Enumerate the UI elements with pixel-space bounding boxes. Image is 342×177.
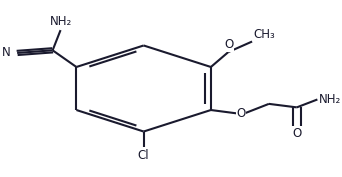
Text: O: O (224, 38, 234, 51)
Text: O: O (236, 107, 246, 120)
Text: N: N (2, 46, 11, 59)
Text: NH₂: NH₂ (319, 93, 341, 106)
Text: O: O (292, 127, 301, 140)
Text: CH₃: CH₃ (253, 28, 275, 41)
Text: Cl: Cl (138, 149, 149, 162)
Text: NH₂: NH₂ (50, 15, 72, 28)
